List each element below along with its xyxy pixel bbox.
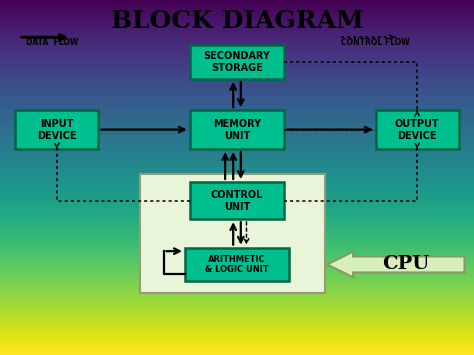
Text: BLOCK DIAGRAM: BLOCK DIAGRAM — [110, 9, 364, 33]
FancyBboxPatch shape — [190, 45, 284, 79]
Text: OUTPUT
DEVICE: OUTPUT DEVICE — [395, 119, 439, 141]
FancyBboxPatch shape — [375, 110, 459, 149]
Text: CONTROL FLOW: CONTROL FLOW — [341, 38, 410, 48]
FancyBboxPatch shape — [190, 110, 284, 149]
Text: DATA  FLOW: DATA FLOW — [26, 38, 78, 48]
Text: CPU: CPU — [382, 256, 429, 273]
Text: CONTROL
UNIT: CONTROL UNIT — [211, 190, 263, 212]
FancyBboxPatch shape — [190, 182, 284, 219]
Text: SECONDARY
STORAGE: SECONDARY STORAGE — [203, 51, 271, 73]
FancyBboxPatch shape — [15, 110, 98, 149]
FancyBboxPatch shape — [185, 248, 289, 281]
Text: INPUT
DEVICE: INPUT DEVICE — [37, 119, 77, 141]
Polygon shape — [327, 252, 465, 277]
Text: MEMORY
UNIT: MEMORY UNIT — [213, 119, 261, 141]
Text: ARITHMETIC
& LOGIC UNIT: ARITHMETIC & LOGIC UNIT — [205, 255, 269, 274]
FancyBboxPatch shape — [140, 174, 325, 293]
